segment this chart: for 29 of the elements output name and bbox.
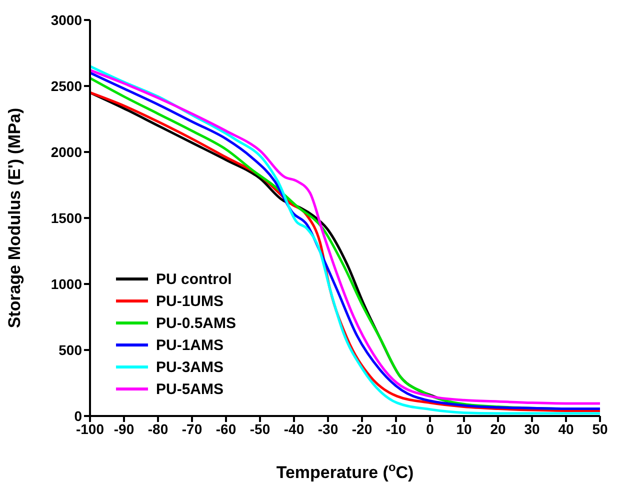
- x-tick-label: -90: [114, 420, 134, 437]
- x-tick-label: 10: [456, 420, 472, 437]
- y-tick-label: 1500: [50, 210, 82, 226]
- y-tick-label: 500: [58, 342, 82, 358]
- legend-label: PU-1AMS: [156, 336, 224, 354]
- y-tick-label: 2500: [50, 78, 82, 94]
- x-tick-label: -80: [148, 420, 168, 437]
- x-tick-label: 0: [426, 420, 434, 437]
- y-tick-label: 1000: [50, 276, 82, 292]
- legend-label: PU-3AMS: [156, 358, 224, 376]
- x-tick-label: -20: [352, 420, 372, 437]
- y-axis-title: Storage Modulus (E') (MPa): [5, 108, 24, 328]
- x-axis-title: Temperature ($^{o}$C): [276, 460, 414, 482]
- legend-label: PU control: [156, 270, 232, 288]
- x-tick-label: -60: [216, 420, 236, 437]
- x-tick-label: 30: [524, 420, 540, 437]
- x-tick-label: -50: [250, 420, 270, 437]
- x-tick-label: -70: [182, 420, 202, 437]
- x-tick-label: -30: [318, 420, 338, 437]
- legend-label: PU-0.5AMS: [156, 314, 236, 332]
- y-tick-label: 2000: [50, 144, 82, 160]
- x-tick-label: 50: [592, 420, 608, 437]
- legend-label: PU-5AMS: [156, 380, 224, 398]
- x-tick-label: -40: [284, 420, 304, 437]
- y-tick-label: 3000: [50, 12, 82, 28]
- x-tick-label: -10: [386, 420, 406, 437]
- legend-label: PU-1UMS: [156, 292, 224, 310]
- x-tick-label: 20: [490, 420, 506, 437]
- x-tick-label: 40: [558, 420, 574, 437]
